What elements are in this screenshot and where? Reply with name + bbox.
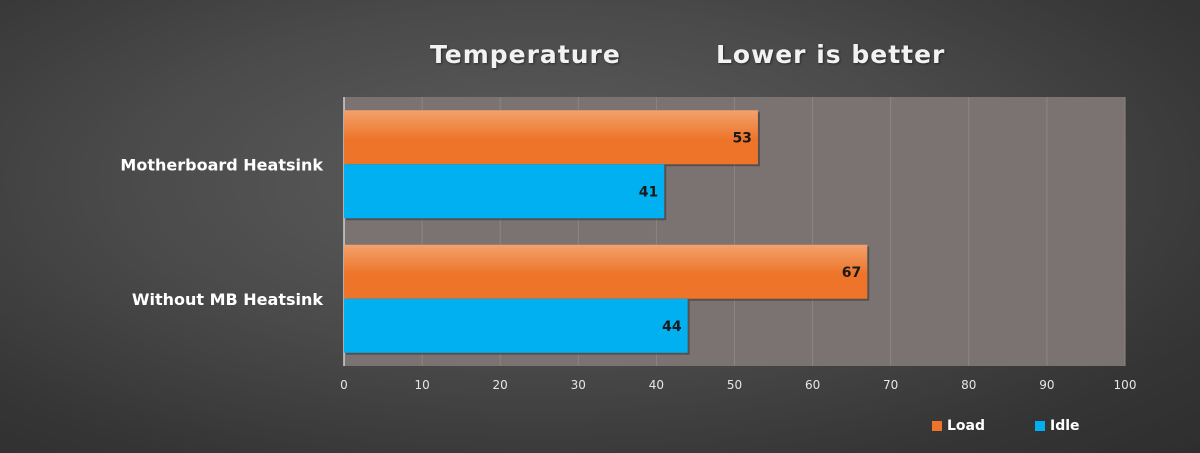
x-tick-label: 80 <box>961 378 976 392</box>
x-tick-label: 50 <box>727 378 742 392</box>
legend-item-load: Load <box>932 418 985 434</box>
x-tick-label: 70 <box>883 378 898 392</box>
legend-label-load: Load <box>947 418 986 434</box>
data-label: 53 <box>732 130 751 146</box>
bar-idle <box>344 164 665 219</box>
data-label: 67 <box>842 265 861 281</box>
category-label: Motherboard Heatsink <box>120 155 323 174</box>
data-label: 44 <box>662 319 682 335</box>
x-tick-label: 90 <box>1039 378 1054 392</box>
x-tick-label: 20 <box>493 378 508 392</box>
x-tick-label: 10 <box>414 378 429 392</box>
x-tick-label: 100 <box>1114 378 1137 392</box>
x-tick-label: 60 <box>805 378 820 392</box>
legend-swatch-idle <box>1035 421 1045 431</box>
chart-subtitle: Lower is better <box>716 40 946 69</box>
legend-label-idle: Idle <box>1050 418 1080 434</box>
x-tick-label: 0 <box>340 378 348 392</box>
bar-idle <box>344 298 688 353</box>
data-label: 41 <box>639 184 658 200</box>
category-label: Without MB Heatsink <box>132 290 324 309</box>
legend-swatch-load <box>932 421 942 431</box>
bar-load <box>344 244 868 299</box>
chart-title: Temperature <box>430 40 621 69</box>
x-tick-label: 30 <box>571 378 586 392</box>
legend-item-idle: Idle <box>1035 418 1080 434</box>
bar-load <box>344 110 758 165</box>
x-tick-label: 40 <box>649 378 664 392</box>
